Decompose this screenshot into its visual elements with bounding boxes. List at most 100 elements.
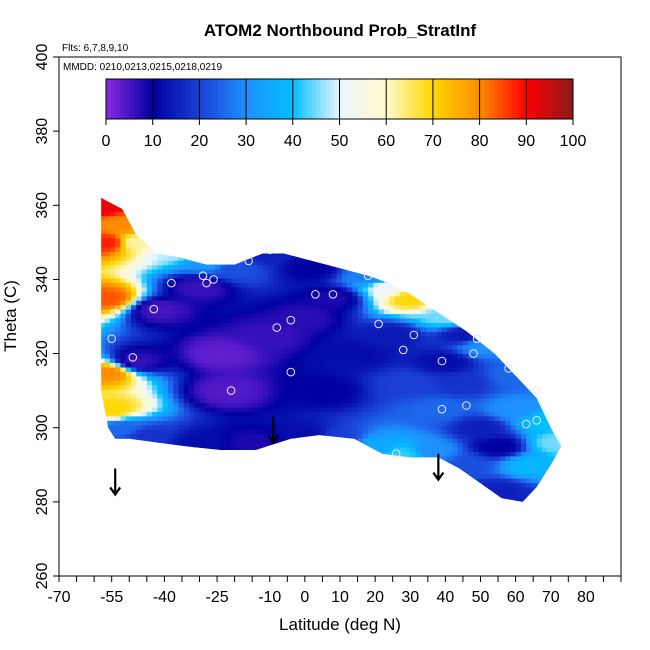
heatmap-cell bbox=[383, 415, 390, 421]
heatmap-cell bbox=[394, 313, 401, 319]
heatmap-cell bbox=[146, 491, 153, 497]
heatmap-cell bbox=[257, 424, 264, 430]
heatmap-cell bbox=[210, 309, 216, 315]
heatmap-cell bbox=[357, 393, 364, 399]
heatmap-cell bbox=[252, 491, 259, 497]
heatmap-cell bbox=[394, 447, 401, 452]
heatmap-cell bbox=[273, 206, 280, 212]
heatmap-cell bbox=[415, 215, 422, 221]
heatmap-cell bbox=[447, 344, 453, 350]
heatmap-cell bbox=[320, 220, 327, 226]
heatmap-cell bbox=[415, 482, 422, 488]
heatmap-cell bbox=[441, 202, 448, 208]
heatmap-cell bbox=[183, 420, 190, 426]
heatmap-cell bbox=[252, 433, 259, 439]
heatmap-cell bbox=[146, 478, 153, 484]
heatmap-cell bbox=[315, 331, 322, 337]
heatmap-cell bbox=[357, 433, 364, 439]
heatmap-cell bbox=[383, 237, 390, 243]
heatmap-cell bbox=[189, 322, 195, 328]
heatmap-cell bbox=[189, 224, 195, 230]
heatmap-cell bbox=[383, 500, 390, 502]
heatmap-cell bbox=[389, 304, 396, 310]
heatmap-cell bbox=[157, 384, 164, 390]
heatmap-cell bbox=[457, 487, 464, 492]
heatmap-cell bbox=[362, 460, 369, 466]
heatmap-cell bbox=[362, 340, 369, 346]
heatmap-cell bbox=[252, 384, 259, 390]
heatmap-cell bbox=[120, 398, 127, 404]
heatmap-cell bbox=[325, 282, 332, 288]
heatmap-cell bbox=[152, 344, 158, 350]
heatmap-cell bbox=[273, 407, 280, 412]
heatmap-cell bbox=[131, 375, 137, 381]
heatmap-cell bbox=[189, 206, 195, 212]
heatmap-cell bbox=[194, 300, 201, 306]
heatmap-cell bbox=[104, 469, 111, 475]
heatmap-cell bbox=[341, 313, 348, 319]
heatmap-cell bbox=[204, 362, 211, 368]
heatmap-cell bbox=[373, 264, 380, 270]
heatmap-cell bbox=[183, 309, 190, 315]
heatmap-cell bbox=[246, 211, 253, 217]
heatmap-cell bbox=[352, 407, 359, 412]
heatmap-cell bbox=[236, 424, 243, 430]
heatmap-cell bbox=[131, 500, 137, 502]
heatmap-cell bbox=[447, 424, 453, 430]
heatmap-cell bbox=[389, 398, 396, 404]
heatmap-cell bbox=[104, 273, 111, 279]
heatmap-cell bbox=[336, 447, 343, 452]
heatmap-cell bbox=[368, 393, 374, 399]
heatmap-cell bbox=[178, 380, 185, 386]
heatmap-cell bbox=[373, 451, 380, 457]
heatmap-cell bbox=[257, 447, 264, 452]
heatmap-cell bbox=[389, 491, 396, 497]
heatmap-cell bbox=[125, 211, 132, 217]
heatmap-cell bbox=[299, 326, 306, 332]
heatmap-cell bbox=[104, 464, 111, 470]
heatmap-cell bbox=[315, 398, 322, 404]
heatmap-cell bbox=[399, 264, 406, 270]
heatmap-cell bbox=[236, 282, 243, 288]
heatmap-cell bbox=[257, 491, 264, 497]
heatmap-cell bbox=[115, 309, 122, 315]
heatmap-cell bbox=[146, 371, 153, 377]
heatmap-cell bbox=[441, 255, 448, 261]
heatmap-cell bbox=[252, 442, 259, 448]
heatmap-cell bbox=[273, 460, 280, 466]
heatmap-cell bbox=[104, 420, 111, 426]
heatmap-cell bbox=[336, 202, 343, 208]
heatmap-cell bbox=[167, 229, 174, 234]
heatmap-cell bbox=[294, 366, 301, 372]
heatmap-cell bbox=[273, 277, 280, 283]
heatmap-cell bbox=[162, 229, 169, 234]
heatmap-cell bbox=[347, 411, 353, 417]
heatmap-cell bbox=[162, 304, 169, 310]
heatmap-cell bbox=[347, 269, 353, 274]
heatmap-cell bbox=[167, 398, 174, 404]
heatmap-cell bbox=[194, 233, 201, 239]
heatmap-cell bbox=[441, 420, 448, 426]
heatmap-cell bbox=[389, 487, 396, 492]
heatmap-cell bbox=[141, 313, 148, 319]
heatmap-cell bbox=[410, 273, 417, 279]
heatmap-cell bbox=[294, 349, 301, 355]
heatmap-cell bbox=[336, 264, 343, 270]
heatmap-cell bbox=[125, 335, 132, 341]
flights-note: Flts: 6,7,8,9,10 bbox=[62, 43, 129, 54]
heatmap-cell bbox=[215, 309, 222, 315]
heatmap-cell bbox=[178, 291, 185, 297]
heatmap-cell bbox=[441, 277, 448, 283]
heatmap-cell bbox=[441, 375, 448, 381]
heatmap-cell bbox=[178, 344, 185, 350]
heatmap-cell bbox=[363, 189, 369, 194]
heatmap-cell bbox=[278, 469, 285, 475]
heatmap-cell bbox=[415, 304, 422, 310]
heatmap-cell bbox=[210, 286, 216, 292]
heatmap-cell bbox=[162, 340, 169, 346]
heatmap-cell bbox=[101, 255, 106, 261]
heatmap-cell bbox=[199, 313, 206, 319]
heatmap-cell bbox=[146, 407, 153, 412]
heatmap-cell bbox=[104, 478, 111, 484]
heatmap-cell bbox=[157, 482, 164, 488]
